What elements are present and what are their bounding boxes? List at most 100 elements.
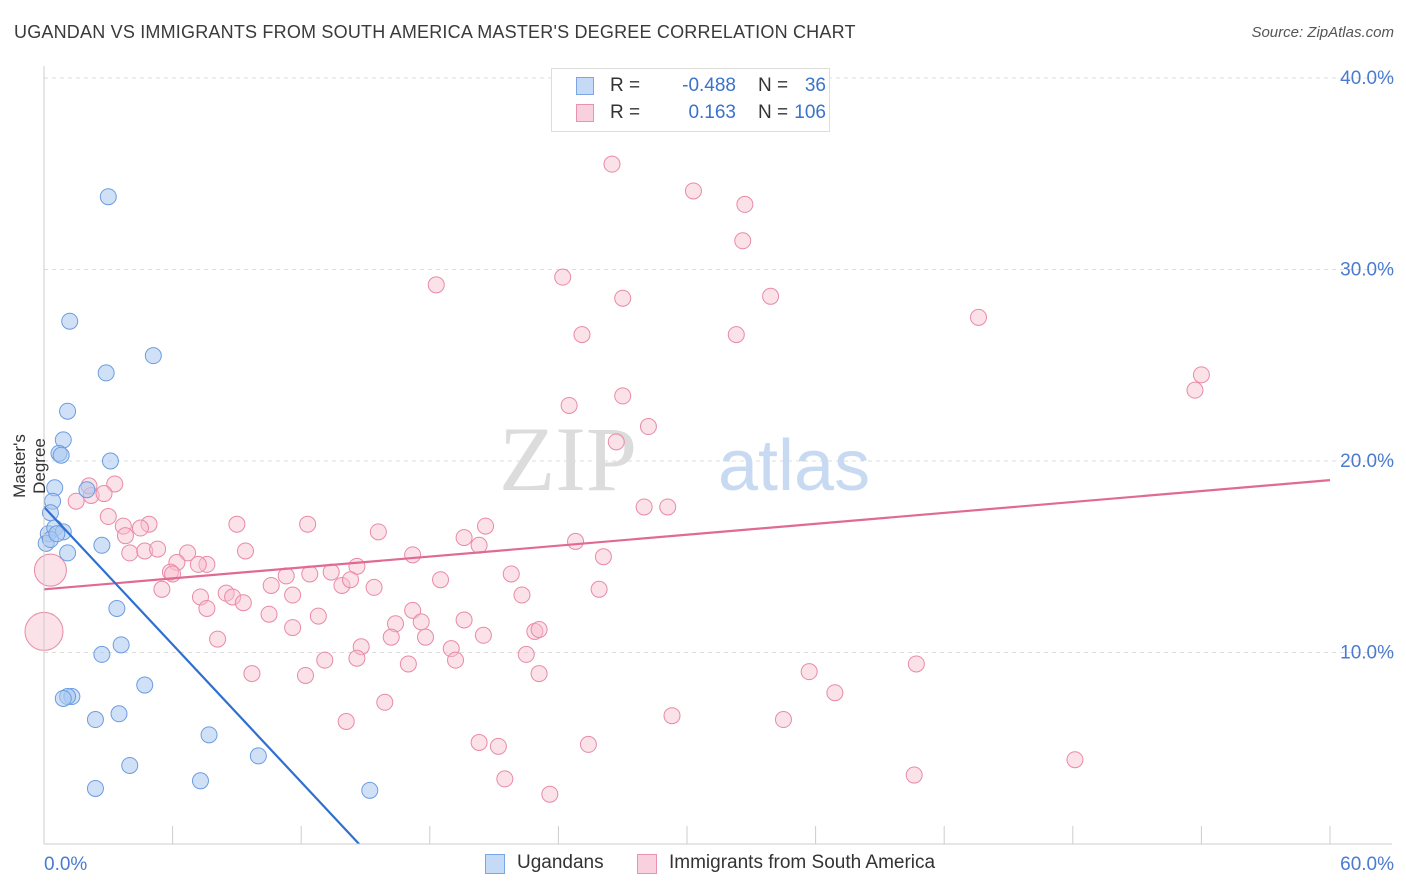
legend-r-value: -0.488 <box>682 75 736 96</box>
immigrants-point <box>659 498 677 516</box>
y-tick-label: 30.0% <box>1340 260 1394 281</box>
ugandans-point <box>97 364 115 382</box>
immigrants-point <box>387 615 405 633</box>
immigrants-point <box>198 555 216 573</box>
ugandans-point <box>249 747 267 765</box>
ugandans-point <box>361 781 379 799</box>
immigrants-point <box>301 565 319 583</box>
immigrants-point <box>447 651 465 669</box>
immigrants-point <box>477 517 495 535</box>
immigrants-point <box>614 289 632 307</box>
immigrants-point <box>1066 751 1084 769</box>
immigrants-point <box>153 580 171 598</box>
y-tick-label: 40.0% <box>1340 68 1394 89</box>
legend-r-label: R = <box>610 102 641 123</box>
ugandans-trend-line <box>43 506 360 845</box>
immigrants-point <box>95 485 113 503</box>
immigrants-point <box>614 387 632 405</box>
y-tick-label: 10.0% <box>1340 643 1394 664</box>
tick-labels: 10.0% 20.0% 30.0% 40.0% 0.0% 60.0% <box>44 68 1394 875</box>
ugandans-point <box>78 481 96 499</box>
immigrants-point <box>260 605 278 623</box>
ugandans-point <box>110 705 128 723</box>
legend-swatch-blue <box>576 77 594 95</box>
immigrants-point <box>684 182 702 200</box>
immigrants-point <box>517 645 535 663</box>
chart-title: UGANDAN VS IMMIGRANTS FROM SOUTH AMERICA… <box>14 22 856 42</box>
immigrants-point <box>136 542 154 560</box>
ugandans-points <box>37 188 379 799</box>
immigrants-point <box>316 651 334 669</box>
immigrants-point <box>736 195 754 213</box>
ugandans-point <box>86 779 104 797</box>
axes <box>43 66 1392 845</box>
immigrants-point <box>496 770 514 788</box>
ugandans-point <box>59 544 77 562</box>
immigrants-point <box>590 580 608 598</box>
immigrants-point <box>179 544 197 562</box>
immigrants-point <box>243 665 261 683</box>
immigrants-point <box>530 621 548 639</box>
immigrants-point <box>513 586 531 604</box>
bottom-legend-label: Immigrants from South America <box>669 852 936 873</box>
legend-r-label: R = <box>610 75 641 96</box>
grid-lines <box>44 77 1392 653</box>
immigrants-point <box>607 433 625 451</box>
immigrants-point <box>140 515 158 533</box>
ugandans-point <box>200 726 218 744</box>
immigrants-point <box>67 492 85 510</box>
immigrants-point <box>502 565 520 583</box>
watermark: ZIP atlas <box>499 408 870 510</box>
ugandans-point <box>93 645 111 663</box>
immigrants-point <box>369 523 387 541</box>
immigrants-point <box>284 619 302 637</box>
immigrants-point <box>376 693 394 711</box>
ugandans-point <box>48 525 66 543</box>
immigrants-point <box>382 628 400 646</box>
immigrants-point <box>579 735 597 753</box>
immigrants-point <box>560 396 578 414</box>
immigrants-point <box>149 540 167 558</box>
watermark-atlas: atlas <box>718 426 870 506</box>
ugandans-point <box>93 536 111 554</box>
immigrants-point <box>826 684 844 702</box>
y-axis-label: Master's Degree <box>10 434 49 498</box>
immigrants-point <box>341 571 359 589</box>
immigrants-point <box>284 586 302 604</box>
immigrants-point <box>236 542 254 560</box>
ugandans-point <box>59 402 77 420</box>
immigrants-point <box>404 601 422 619</box>
source-credit: Source: ZipAtlas.com <box>1251 24 1394 41</box>
ugandans-point <box>144 347 162 365</box>
immigrants-point <box>639 418 657 436</box>
immigrants-point <box>228 515 246 533</box>
trend-lines <box>43 479 1331 845</box>
ugandans-point <box>112 636 130 654</box>
ugandans-point <box>86 711 104 729</box>
immigrants-point <box>234 594 252 612</box>
immigrants-point <box>365 578 383 596</box>
legend-r-value: 0.163 <box>688 102 736 123</box>
immigrants-point <box>412 613 430 631</box>
immigrants-point <box>106 475 124 493</box>
immigrants-point <box>727 326 745 344</box>
ugandans-point <box>61 312 79 330</box>
ugandans-point <box>191 772 209 790</box>
immigrants-point <box>734 232 752 250</box>
immigrants-point <box>299 515 317 533</box>
immigrants-trend-line <box>43 479 1331 591</box>
immigrants-point <box>1192 366 1210 384</box>
immigrants-point <box>262 576 280 594</box>
immigrants-point <box>161 563 179 581</box>
y-tick-label: 20.0% <box>1340 451 1394 472</box>
legend-n-label: N = <box>758 75 789 96</box>
immigrants-point <box>541 785 559 803</box>
immigrants-point <box>309 607 327 625</box>
immigrants-point <box>432 571 450 589</box>
immigrants-point <box>573 326 591 344</box>
bottom-legend-swatch-pink <box>637 854 657 874</box>
legend-n-value: 36 <box>804 75 826 96</box>
immigrants-point <box>131 519 149 537</box>
immigrants-point <box>189 555 207 573</box>
